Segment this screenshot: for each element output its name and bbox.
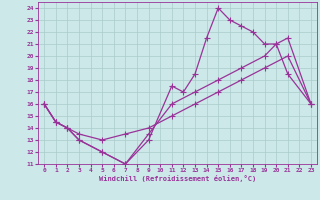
X-axis label: Windchill (Refroidissement éolien,°C): Windchill (Refroidissement éolien,°C) xyxy=(99,175,256,182)
